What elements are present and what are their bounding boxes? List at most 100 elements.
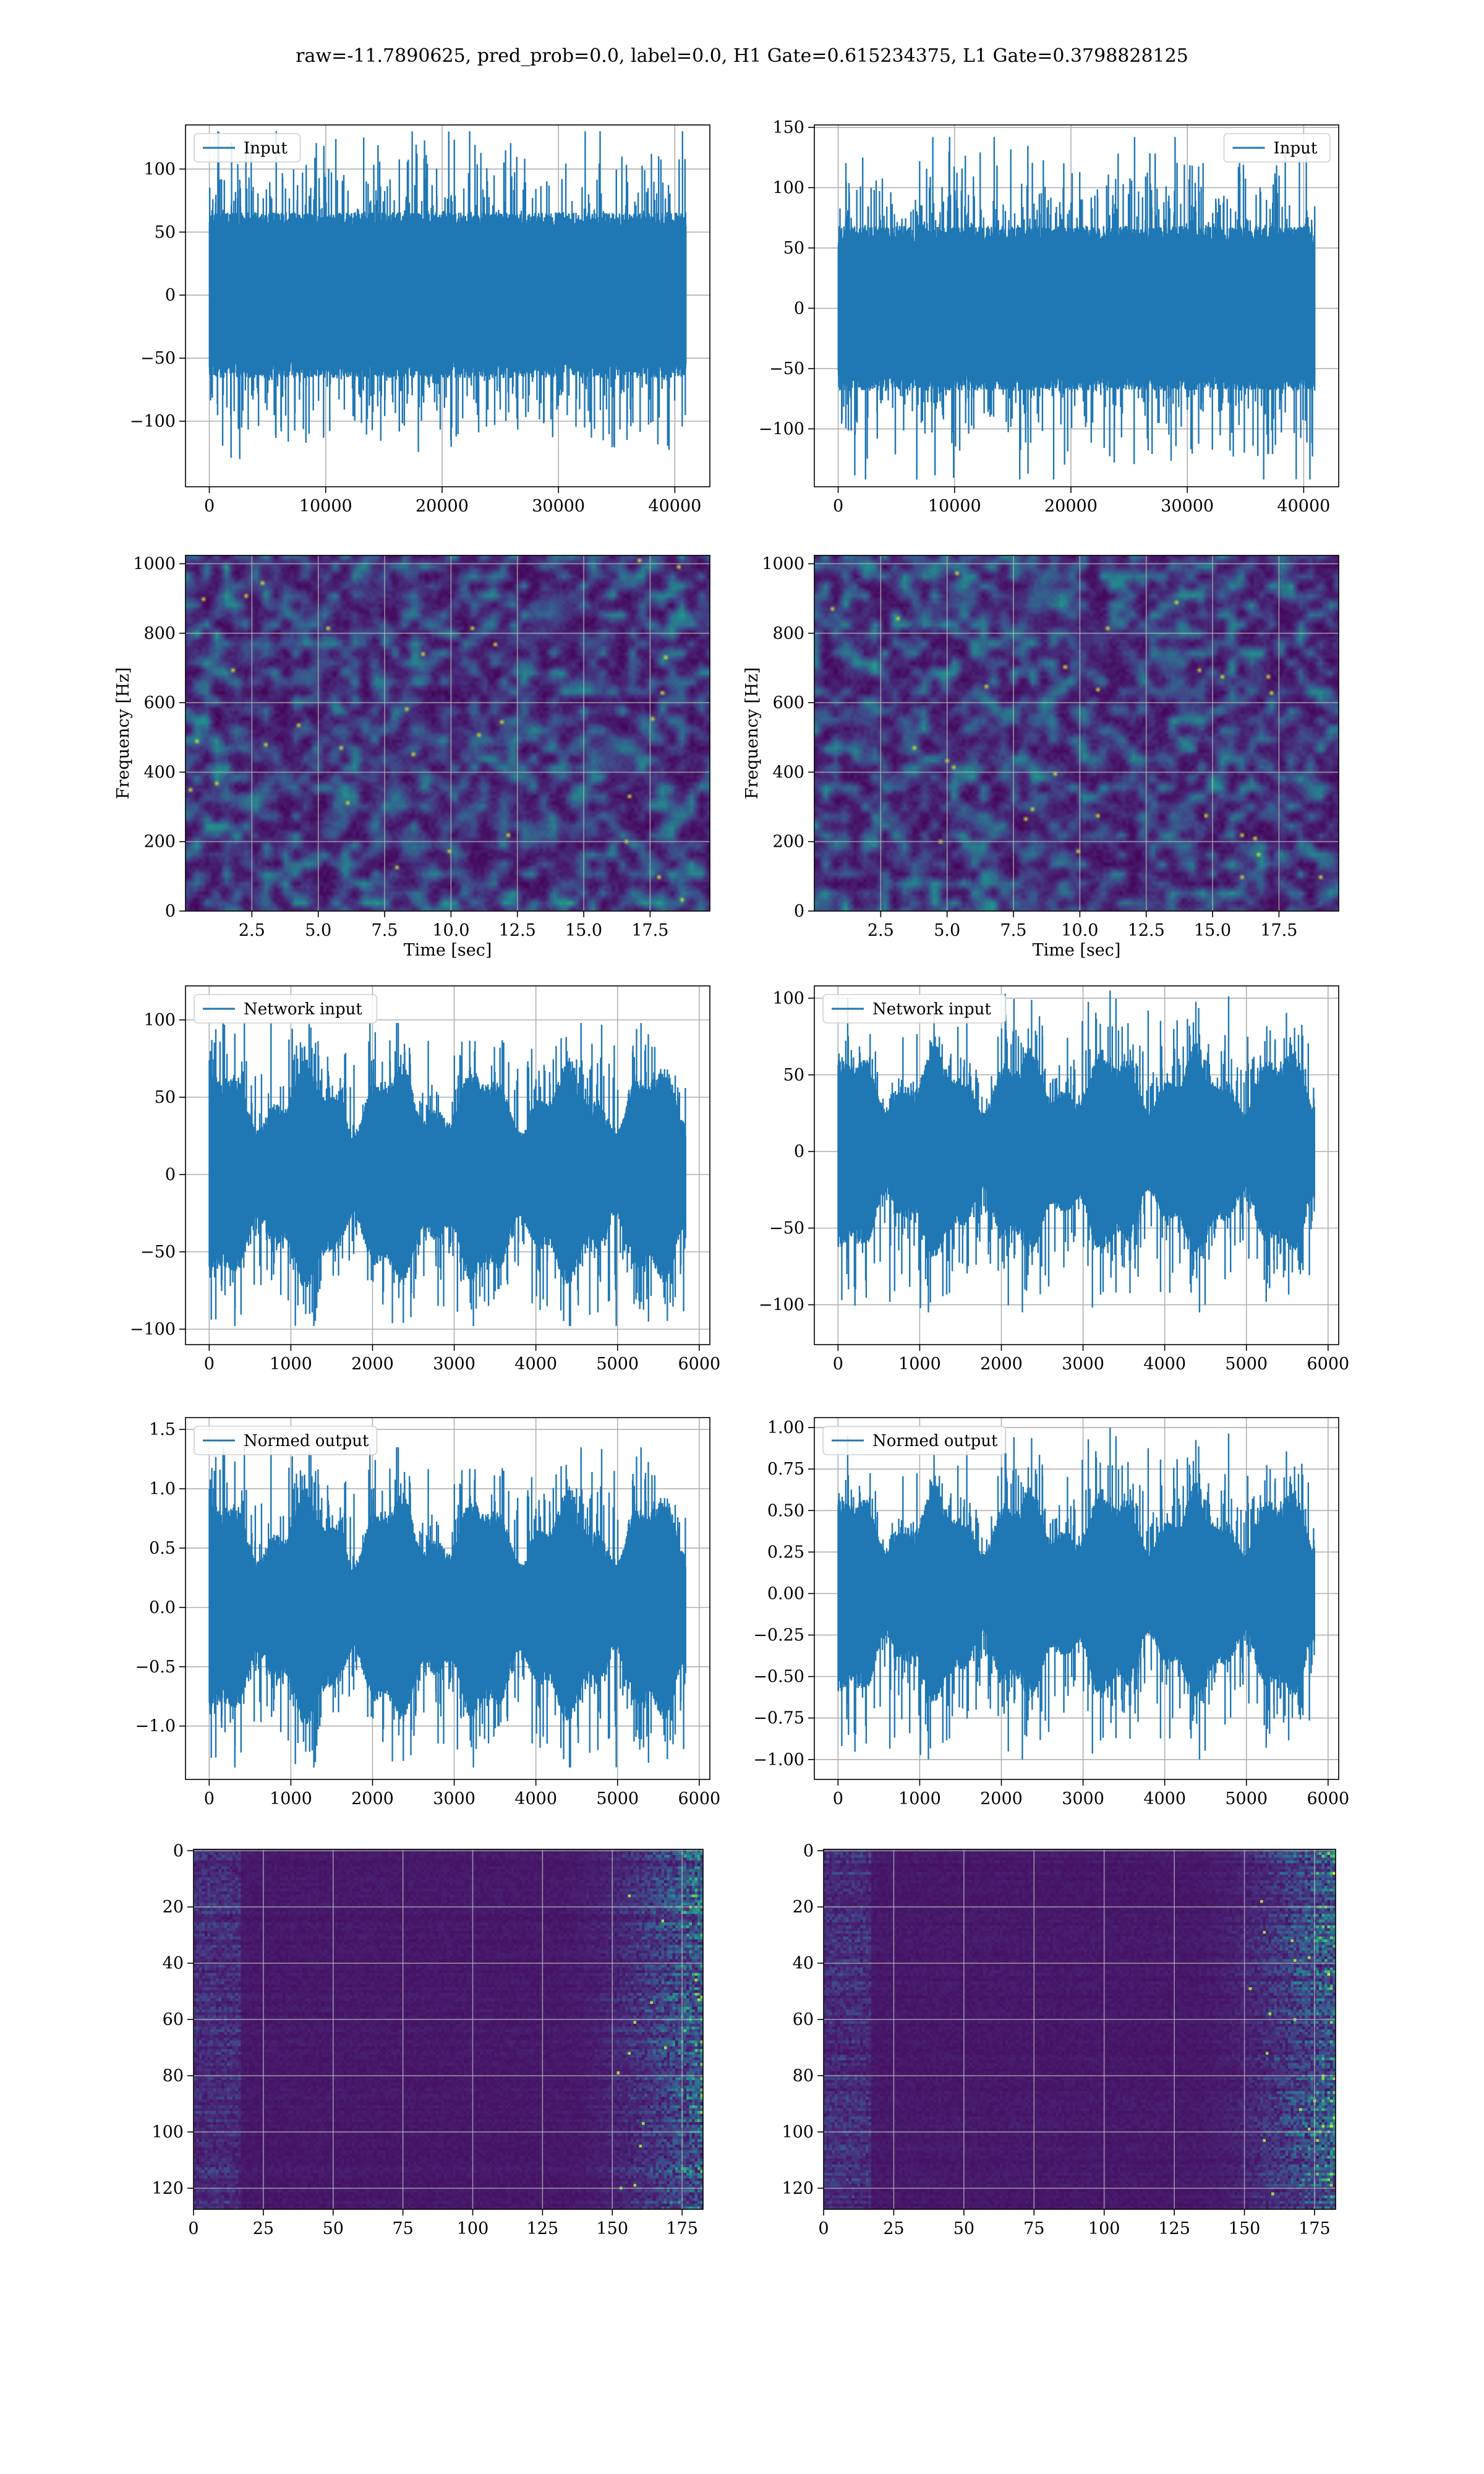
chart-r0c1-series-input-line bbox=[837, 137, 1316, 480]
chart-r2c0-ytick-label-0: −100 bbox=[130, 1320, 176, 1339]
chart-r4c1-xtick-label-0: 0 bbox=[818, 2219, 829, 2238]
chart-r4c1-xtick-label-3: 75 bbox=[1023, 2219, 1044, 2238]
chart-r3c0-xtick-label-3: 3000 bbox=[433, 1789, 475, 1808]
chart-r4c0-ytick-label-0: 0 bbox=[173, 1841, 184, 1860]
chart-r4c1-ytick-label-5: 100 bbox=[782, 2123, 814, 2142]
chart-r0c0-frame bbox=[185, 124, 710, 487]
chart-r3c0-xtick-label-6: 6000 bbox=[678, 1789, 720, 1808]
chart-r2c1-axes: 0 1000 2000 3000 4000 5000 6000 −100 −50 0 50 100 Ne… bbox=[759, 985, 1349, 1374]
chart-r1c0-ytick-label-4: 800 bbox=[143, 624, 176, 643]
chart-r4c0-ytick-label-4: 80 bbox=[163, 2066, 184, 2086]
chart-r2c1-ytick-label-0: −100 bbox=[759, 1296, 804, 1315]
chart-r4c1-ytick-label-2: 40 bbox=[793, 1954, 814, 1973]
chart-r3c0-xtick-label-4: 4000 bbox=[514, 1789, 557, 1808]
chart-r3c1-ytick-label-4: 0.00 bbox=[767, 1584, 804, 1603]
chart-r0c0-axes: 0 10000 20000 30000 40000 −100 −50 0 50 100 Input bbox=[130, 124, 710, 516]
chart-r1c1-xtick-label-5: 15.0 bbox=[1194, 921, 1231, 940]
chart-r1c0-ytick-label-5: 1000 bbox=[133, 554, 176, 573]
chart-r2c1-ytick-label-1: −50 bbox=[769, 1219, 804, 1238]
chart-r3c1-ytick-label-3: −0.25 bbox=[753, 1626, 804, 1645]
chart-r4c0-xtick-label-4: 100 bbox=[457, 2219, 489, 2238]
chart-r3c0-ytick-label-2: 0.0 bbox=[149, 1598, 176, 1617]
chart-r0c0-series-input-line bbox=[208, 131, 687, 460]
chart-r0c0-ytick-label-3: 50 bbox=[155, 223, 176, 242]
chart-r2c0-xtick-label-6: 6000 bbox=[678, 1355, 720, 1374]
chart-r4c0-ytick-label-6: 120 bbox=[151, 2179, 184, 2198]
chart-r4c0-xtick-label-3: 75 bbox=[392, 2219, 413, 2238]
chart-r1c0-ytick-label-3: 600 bbox=[143, 693, 176, 713]
chart-r4c1-ytick-label-3: 60 bbox=[793, 2010, 814, 2029]
chart-r3c1-legend-box bbox=[822, 1426, 1007, 1455]
chart-r2c0-xtick-label-5: 5000 bbox=[596, 1355, 639, 1374]
chart-r3c1-xtick-label-5: 5000 bbox=[1225, 1789, 1268, 1808]
chart-r1c1-ytick-label-0: 0 bbox=[794, 902, 804, 921]
chart-r1c0-ylabel: Frequency [Hz] bbox=[114, 667, 133, 799]
chart-r2c0-frame bbox=[185, 985, 710, 1345]
chart-r0c1-ytick-label-1: −50 bbox=[769, 359, 804, 379]
chart-r4c0-heatmap-image bbox=[194, 1849, 703, 2209]
chart-r1c0-xtick-label-5: 15.0 bbox=[565, 921, 602, 940]
chart-r2c0-ytick-label-4: 100 bbox=[143, 1011, 176, 1030]
chart-r2c1-legend-label: Network input bbox=[872, 1000, 991, 1019]
chart-r0c0-xtick-label-4: 40000 bbox=[648, 497, 701, 516]
chart-r4c1-xtick-label-7: 175 bbox=[1298, 2219, 1331, 2238]
chart-r4c1-xtick-label-4: 100 bbox=[1088, 2219, 1120, 2238]
chart-r4c1-heatmap-image bbox=[824, 1849, 1336, 2209]
chart-r3c0-ytick-label-3: 0.5 bbox=[149, 1539, 176, 1558]
chart-r2c1-xtick-label-3: 3000 bbox=[1062, 1355, 1104, 1374]
chart-r2c0-xtick-label-0: 0 bbox=[204, 1355, 215, 1374]
chart-r0c0-xtick-label-3: 30000 bbox=[532, 497, 585, 516]
chart-r2c1-xtick-label-6: 6000 bbox=[1307, 1355, 1349, 1374]
chart-r3c1-ytick-label-6: 0.50 bbox=[767, 1501, 804, 1520]
chart-r4c0-xtick-label-7: 175 bbox=[666, 2219, 698, 2238]
chart-r3c1-xtick-label-6: 6000 bbox=[1307, 1789, 1349, 1808]
chart-r3c1-series-normed-output-line bbox=[837, 1427, 1315, 1760]
chart-r1c1-ytick-label-2: 400 bbox=[772, 763, 804, 782]
chart-r2c0-xtick-label-2: 2000 bbox=[351, 1355, 394, 1374]
chart-r3c0-ytick-label-4: 1.0 bbox=[149, 1479, 176, 1499]
chart-r0c0-ytick-label-1: −50 bbox=[140, 349, 176, 368]
chart-r2c1-frame bbox=[814, 985, 1339, 1345]
chart-r1c0-ytick-label-2: 400 bbox=[143, 763, 176, 782]
chart-r3c1-legend: Normed output bbox=[822, 1426, 1007, 1455]
chart-r0c0-legend-box bbox=[194, 133, 301, 163]
chart-r1c1-ytick-label-3: 600 bbox=[772, 693, 804, 713]
chart-r2c0-series-network-input-line bbox=[208, 1023, 686, 1326]
chart-r2c1-xtick-label-4: 4000 bbox=[1143, 1355, 1186, 1374]
chart-r3c0-legend: Normed output bbox=[194, 1426, 378, 1455]
chart-r4c1-xtick-label-5: 125 bbox=[1158, 2219, 1190, 2238]
chart-r4c1-frame bbox=[823, 1849, 1336, 2210]
chart-r2c1-legend: Network input bbox=[822, 994, 1007, 1024]
chart-r3c1-xtick-label-4: 4000 bbox=[1143, 1789, 1186, 1808]
chart-r0c1-xtick-label-1: 10000 bbox=[928, 497, 981, 516]
chart-r3c1-xtick-label-3: 3000 bbox=[1062, 1789, 1104, 1808]
chart-r4c0-xtick-label-6: 150 bbox=[596, 2219, 628, 2238]
chart-r1c0-xtick-label-6: 17.5 bbox=[631, 921, 668, 940]
chart-r0c1-legend-box bbox=[1223, 133, 1331, 163]
chart-r0c0-legend: Input bbox=[194, 133, 301, 163]
chart-r0c1-ytick-label-3: 50 bbox=[783, 239, 804, 258]
chart-r4c0-xtick-label-0: 0 bbox=[188, 2219, 198, 2238]
chart-r4c1-ytick-label-6: 120 bbox=[782, 2179, 814, 2198]
chart-r2c0-legend: Network input bbox=[194, 994, 378, 1024]
chart-r3c0-xtick-label-5: 5000 bbox=[596, 1789, 639, 1808]
chart-r1c1-xtick-label-6: 17.5 bbox=[1260, 921, 1297, 940]
chart-r2c0-xtick-label-1: 1000 bbox=[270, 1355, 312, 1374]
chart-r4c1-ytick-label-4: 80 bbox=[793, 2066, 814, 2086]
chart-r2c0-xtick-label-4: 4000 bbox=[514, 1355, 557, 1374]
chart-r2c0-ytick-label-1: −50 bbox=[140, 1243, 176, 1262]
chart-r3c1-ytick-label-7: 0.75 bbox=[767, 1460, 804, 1479]
chart-r3c1-ytick-label-0: −1.00 bbox=[753, 1750, 804, 1770]
chart-r4c0-ytick-label-1: 20 bbox=[163, 1898, 184, 1917]
chart-r1c1-ytick-label-5: 1000 bbox=[762, 554, 804, 573]
chart-r0c0-xtick-label-0: 0 bbox=[204, 497, 215, 516]
chart-r3c0-ytick-label-0: −1.0 bbox=[135, 1717, 176, 1736]
chart-r3c0-legend-label: Normed output bbox=[244, 1432, 369, 1450]
chart-r1c1-xtick-label-4: 12.5 bbox=[1128, 921, 1165, 940]
chart-r3c1-ytick-label-2: −0.50 bbox=[753, 1667, 804, 1687]
chart-r1c0-xtick-label-2: 7.5 bbox=[372, 921, 398, 940]
chart-r3c1-axes: 0 1000 2000 3000 4000 5000 6000 −1.00 −0.75 −0.50… bbox=[753, 1417, 1349, 1808]
chart-r1c1-xtick-label-1: 5.0 bbox=[934, 921, 960, 940]
chart-r0c1-xtick-label-3: 30000 bbox=[1161, 497, 1214, 516]
